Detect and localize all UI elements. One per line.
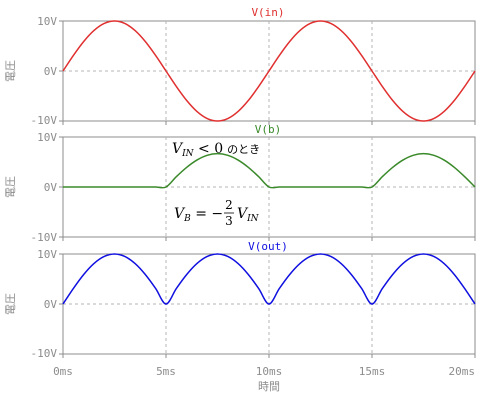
annotation-condition-text: のとき bbox=[227, 143, 260, 156]
y-tick-vout-top: 10V bbox=[37, 248, 57, 261]
annotation-eq-num: 2 bbox=[225, 198, 233, 212]
y-tick-vin-top: 10V bbox=[37, 15, 57, 28]
x-tick-0: 0ms bbox=[53, 365, 73, 378]
annotation-condition-v: V bbox=[172, 141, 184, 157]
annotation-eq-rhs: VIN bbox=[237, 206, 260, 224]
y-tick-vin-bot: -10V bbox=[31, 114, 58, 127]
annotation-eq-den: 3 bbox=[225, 214, 233, 228]
y-tick-vb-top: 10V bbox=[37, 131, 57, 144]
y-tick-vout-bot: -10V bbox=[31, 347, 58, 360]
series-line-vin bbox=[62, 20, 476, 122]
annotation-eq-rhs-sub: IN bbox=[246, 214, 260, 224]
annotation-eq-rhs-v: V bbox=[237, 206, 249, 222]
annotation-eq-lhs: VB = − bbox=[174, 206, 223, 224]
panel-vin: V(in) 10V 0V -10V 電圧 bbox=[4, 6, 476, 127]
series-line-vb bbox=[62, 152, 476, 189]
annotation-eq-mid: = − bbox=[191, 206, 223, 222]
annotation-condition: VIN < 0 のとき bbox=[172, 141, 260, 159]
x-tick-2: 10ms bbox=[256, 365, 283, 378]
series-title-vin: V(in) bbox=[251, 6, 284, 19]
x-tick-4: 20ms bbox=[449, 365, 476, 378]
y-axis-label-vin: 電圧 bbox=[4, 60, 17, 82]
y-tick-vb-mid: 0V bbox=[44, 181, 58, 194]
x-axis-label: 時間 bbox=[258, 380, 280, 393]
series-title-vout: V(out) bbox=[248, 240, 288, 253]
y-tick-vb-bot: -10V bbox=[31, 231, 58, 244]
annotation-eq-v: V bbox=[174, 206, 186, 222]
series-title-vb: V(b) bbox=[255, 123, 282, 136]
y-axis-label-vout: 電圧 bbox=[4, 293, 17, 315]
annotation-condition-sub: IN bbox=[181, 149, 195, 159]
y-axis-label-vb: 電圧 bbox=[4, 176, 17, 198]
x-tick-1: 5ms bbox=[156, 365, 176, 378]
y-tick-vin-mid: 0V bbox=[44, 65, 58, 78]
series-layer bbox=[62, 20, 476, 305]
x-tick-3: 15ms bbox=[359, 365, 386, 378]
grid-layer bbox=[59, 20, 476, 358]
panel-vb: V(b) 10V 0V -10V 電圧 VIN < 0 のとき VB = − 2 … bbox=[4, 123, 476, 244]
y-tick-vout-mid: 0V bbox=[44, 298, 58, 311]
annotation-eq-sub: B bbox=[183, 214, 191, 224]
series-line-vout bbox=[62, 253, 476, 305]
